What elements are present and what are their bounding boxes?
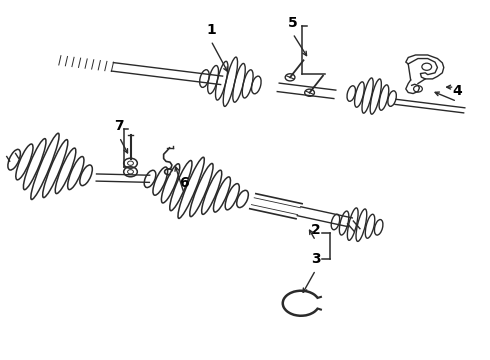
Text: 4: 4 <box>452 84 462 98</box>
Text: 5: 5 <box>288 16 297 30</box>
Text: 1: 1 <box>206 23 216 37</box>
Text: 6: 6 <box>179 176 189 190</box>
Text: 7: 7 <box>115 120 124 134</box>
Text: 3: 3 <box>311 252 320 266</box>
Text: 2: 2 <box>311 223 320 237</box>
